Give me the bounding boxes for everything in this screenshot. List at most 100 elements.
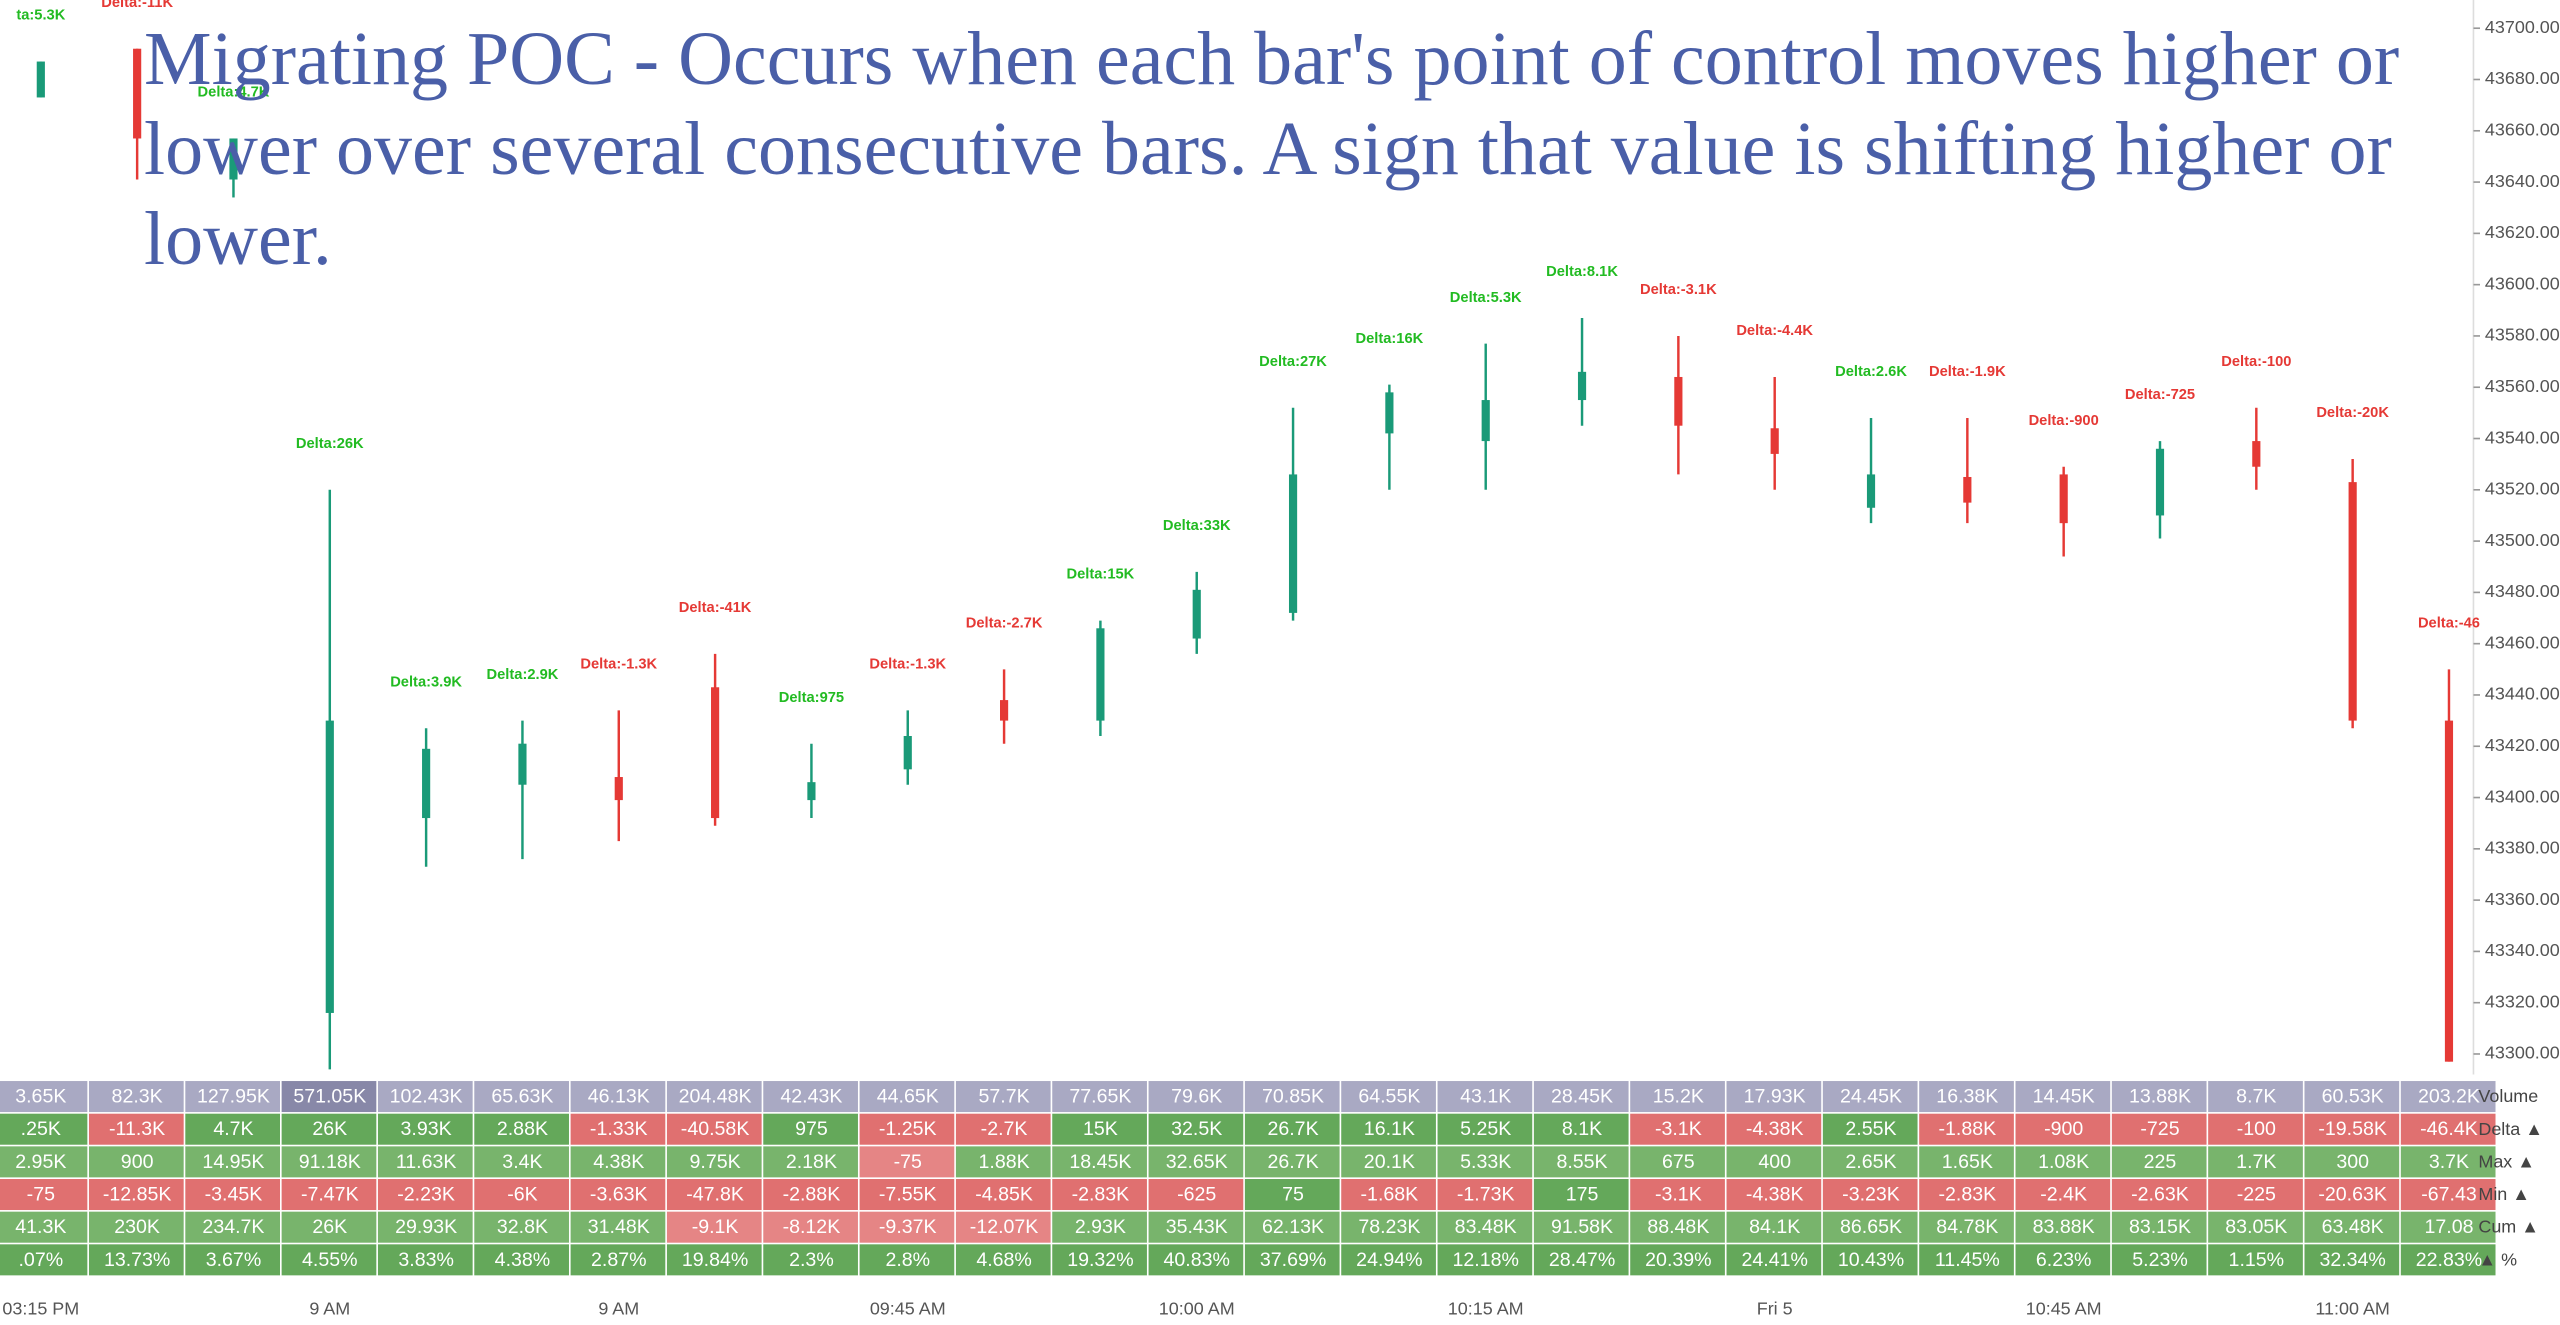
table-cell [281,1113,377,1145]
table-cell [859,1113,955,1145]
candle-body [903,735,912,770]
table-cell-text: 2.93K [1075,1216,1126,1238]
y-tick-label: 43580.00 [2485,325,2560,345]
table-cell-text: 571.05K [293,1086,366,1108]
table-cell [281,1244,377,1276]
table-row-label: ▲ % [2478,1249,2517,1269]
table-cell [377,1081,473,1113]
candle-body [36,61,45,98]
table-cell [474,1113,569,1145]
y-tick-label: 43400.00 [2485,786,2560,806]
y-tick-label: 43660.00 [2485,120,2560,140]
table-cell [1437,1113,1533,1145]
table-cell [88,1146,184,1178]
table-cell-text: -2.63K [2131,1184,2189,1206]
table-cell [474,1244,569,1276]
delta-label: Delta:33K [1163,518,1231,534]
table-cell-text: 5.23% [2132,1249,2188,1271]
table-row-label: Volume [2478,1086,2538,1106]
delta-label: Delta:3.9K [390,674,462,690]
table-cell [1437,1244,1533,1276]
table-cell [377,1244,473,1276]
table-cell [1630,1113,1725,1145]
table-cell [185,1081,280,1113]
table-cell [570,1113,666,1145]
x-tick-label: Fri 5 [1757,1298,1793,1318]
table-cell [2015,1179,2111,1211]
table-cell-text: 44.65K [877,1086,939,1108]
table-cell [2111,1179,2207,1211]
table-cell-text: 10.43% [1838,1249,1904,1271]
table-cell [1533,1146,1629,1178]
table-cell [1630,1146,1725,1178]
candle-body [518,743,527,785]
y-tick-label: 43300.00 [2485,1043,2560,1063]
y-tick-label: 43420.00 [2485,735,2560,755]
table-cell [2304,1211,2400,1243]
delta-label: Delta:-20K [2316,405,2389,421]
table-cell-text: 84.78K [1936,1216,1998,1238]
table-cell [185,1179,280,1211]
candle-body [1096,628,1105,721]
table-cell [88,1211,184,1243]
table-cell-text: -19.58K [2318,1118,2387,1140]
table-cell [1052,1113,1147,1145]
table-cell [1052,1244,1147,1276]
table-cell-text: 5.33K [1460,1151,1511,1173]
table-cell [0,1146,88,1178]
y-tick-label: 43320.00 [2485,991,2560,1011]
table-cell [281,1211,377,1243]
table-cell-text: 175 [1566,1184,1599,1206]
table-cell [88,1179,184,1211]
table-cell-text: 28.47% [1549,1249,1615,1271]
table-cell-text: -2.83K [1072,1184,1130,1206]
table-cell-text: -7.55K [879,1184,937,1206]
table-cell [2111,1244,2207,1276]
table-cell [1630,1244,1725,1276]
candle-body [1577,371,1587,401]
table-cell-text: -75 [894,1151,922,1173]
table-cell-text: 9.75K [690,1151,741,1173]
table-cell-text: 31.48K [588,1216,650,1238]
candle-body [1481,400,1490,442]
table-cell [1148,1211,1244,1243]
table-cell [2111,1146,2207,1178]
table-cell [955,1211,1051,1243]
table-cell-text: -100 [2237,1118,2276,1140]
table-cell-text: 26K [312,1216,347,1238]
table-cell [2111,1211,2207,1243]
table-cell [2015,1211,2111,1243]
table-cell [955,1081,1051,1113]
table-cell [1052,1211,1147,1243]
table-row-label: Cum ▲ [2478,1217,2539,1237]
table-cell [0,1211,88,1243]
candle-body [2155,448,2165,516]
table-cell-text: 46.13K [588,1086,650,1108]
table-cell [0,1081,88,1113]
table-cell [859,1146,955,1178]
table-cell-text: 5.25K [1460,1118,1511,1140]
table-cell [1919,1179,2014,1211]
table-cell-text: 14.45K [2033,1086,2095,1108]
table-cell-text: 77.65K [1069,1086,1131,1108]
y-tick-label: 43700.00 [2485,17,2560,37]
table-cell-text: -3.63K [590,1184,648,1206]
table-cell [2015,1081,2111,1113]
table-cell-text: 1.7K [2236,1151,2276,1173]
table-cell-text: 75 [1282,1184,1304,1206]
table-cell-text: 1.15% [2229,1249,2285,1271]
table-cell [2208,1211,2303,1243]
table-cell [1244,1211,1340,1243]
table-cell-text: 3.65K [15,1086,66,1108]
table-cell [570,1081,666,1113]
table-cell [2400,1179,2496,1211]
y-tick-label: 43480.00 [2485,581,2560,601]
table-cell-text: -9.1K [692,1216,739,1238]
table-cell [1148,1146,1244,1178]
table-cell [1726,1113,1822,1145]
table-cell-text: 32.65K [1166,1151,1228,1173]
table-cell [1919,1211,2014,1243]
delta-label: ta:5.3K [16,8,65,24]
y-tick-label: 43340.00 [2485,940,2560,960]
table-cell-text: 225 [2144,1151,2177,1173]
